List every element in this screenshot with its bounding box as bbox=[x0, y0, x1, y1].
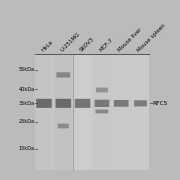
Bar bbox=[112, 54, 130, 170]
Text: 35kDa: 35kDa bbox=[18, 101, 34, 106]
Text: SKOV3: SKOV3 bbox=[79, 36, 95, 53]
Text: Mouse liver: Mouse liver bbox=[118, 27, 143, 53]
Bar bbox=[35, 54, 53, 170]
Bar bbox=[93, 54, 111, 170]
FancyBboxPatch shape bbox=[58, 124, 69, 128]
FancyBboxPatch shape bbox=[36, 99, 52, 108]
Text: 15kDa: 15kDa bbox=[18, 146, 34, 151]
Text: RFC5: RFC5 bbox=[153, 101, 168, 106]
Text: 25kDa: 25kDa bbox=[18, 119, 34, 124]
FancyBboxPatch shape bbox=[95, 110, 108, 113]
Text: 55kDa: 55kDa bbox=[18, 67, 34, 72]
FancyBboxPatch shape bbox=[75, 99, 90, 108]
FancyBboxPatch shape bbox=[94, 100, 109, 107]
Text: Mouse spleen: Mouse spleen bbox=[137, 22, 167, 53]
Text: HeLa: HeLa bbox=[40, 39, 54, 53]
Text: MCF-7: MCF-7 bbox=[98, 37, 114, 53]
FancyBboxPatch shape bbox=[57, 72, 70, 78]
FancyBboxPatch shape bbox=[96, 88, 108, 92]
Bar bbox=[132, 54, 149, 170]
Bar bbox=[54, 54, 72, 170]
FancyBboxPatch shape bbox=[56, 99, 71, 108]
Bar bbox=[35, 54, 149, 170]
Text: 40kDa: 40kDa bbox=[18, 87, 34, 92]
FancyBboxPatch shape bbox=[134, 100, 147, 106]
Text: U-251MG: U-251MG bbox=[60, 31, 81, 53]
Bar bbox=[74, 54, 91, 170]
FancyBboxPatch shape bbox=[114, 100, 129, 107]
